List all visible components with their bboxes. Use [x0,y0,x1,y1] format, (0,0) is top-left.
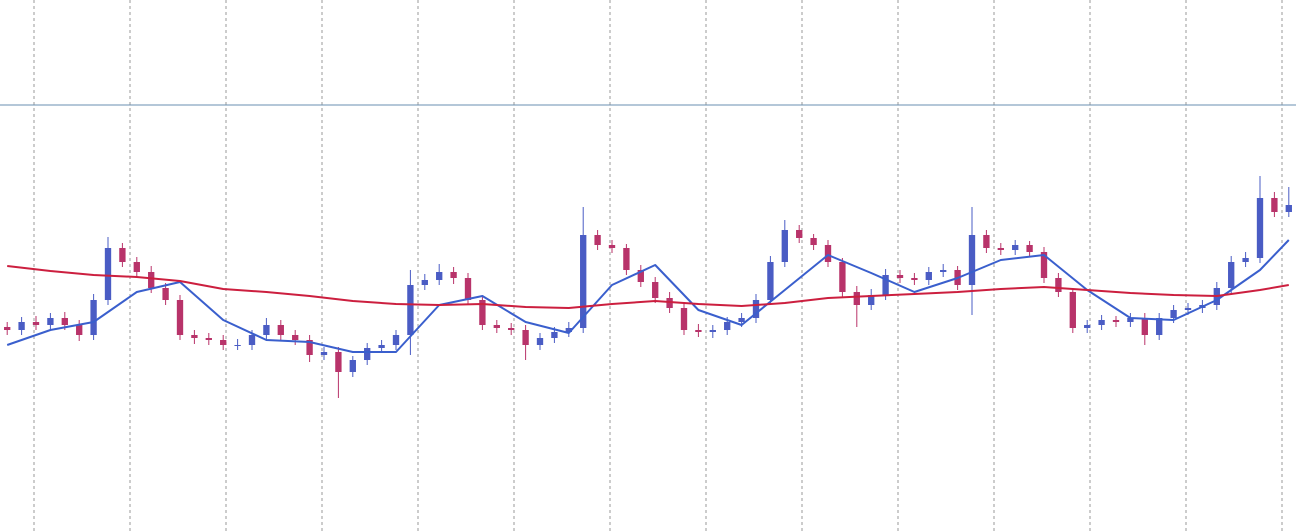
candle-body [1055,278,1062,292]
candle-body [378,345,385,348]
candle-body [522,330,529,345]
candle-body [1012,245,1019,250]
candle-body [608,245,616,248]
candle-body [176,300,184,335]
candle-body [623,248,630,270]
candle-body [47,318,54,325]
candle-body [421,280,428,285]
candle-body [90,300,97,335]
candle-body [104,248,112,300]
candle-body [320,352,328,355]
candle-body [191,335,198,338]
candle-body [493,325,500,328]
candle-body [565,328,572,332]
candle-body [508,328,515,330]
candle-body [335,352,342,372]
candle-body [882,275,889,295]
candle-body [162,288,169,300]
candle-body [248,335,256,345]
candle-body [1026,245,1033,252]
candle-body [61,318,68,325]
candle-body [277,325,284,335]
candle-body [148,272,155,288]
candle-body [940,270,947,272]
candle-body [392,335,400,345]
candle-body [868,295,875,305]
candle-body [407,285,414,335]
candle-body [1242,258,1249,262]
candle-body [76,325,83,335]
candle-body [968,235,976,285]
candle-body [536,338,544,345]
candle-body [652,282,659,298]
candle-body [1112,320,1120,322]
candle-body [32,322,40,325]
candle-body [594,235,601,245]
candle-body [637,270,644,282]
candle-body [4,327,11,330]
candle-body [119,248,126,262]
candle-body [263,325,270,335]
moving-average-line [6,239,1290,353]
candle-body [983,235,990,248]
candle-body [364,348,371,360]
candle-body [997,248,1004,250]
candle-body [695,330,702,332]
candle-body [810,238,817,245]
candle-body [580,235,587,328]
candle-body [1228,262,1235,288]
candle-body [1271,198,1278,212]
candle-body [1156,318,1163,335]
candle-body [1040,252,1048,278]
candle-body [853,292,860,305]
candle-body [767,262,774,300]
candle-body [925,272,932,280]
moving-average-line [7,265,1289,309]
candle-body [234,345,241,346]
candle-body [292,335,299,340]
candle-body [1256,198,1264,258]
candle-body [436,272,443,280]
candle-body [1069,292,1076,328]
candle-body [479,300,486,325]
time-grid [33,0,1283,532]
candle-body [220,340,227,345]
candle-body [1170,310,1177,318]
candle-body [551,332,558,338]
candle-body [911,278,918,280]
candle-body [738,318,745,322]
candle-body [796,230,803,238]
candle-body [18,322,25,330]
candle-body [839,262,846,292]
candle-body [450,272,457,278]
candle-body [896,275,904,278]
candle-body [1141,318,1148,335]
candle-body [1084,325,1091,328]
candle-body [680,308,688,330]
candle-body [205,338,212,340]
candle-body [752,300,760,318]
candle-body [349,360,356,372]
candle-body [709,330,716,332]
candle-body [1127,318,1134,322]
candle-body [133,262,140,272]
candle-body [824,245,832,262]
candle-body [1098,320,1105,325]
candle-body [781,230,788,262]
candle-body [1184,308,1192,310]
candle-body [306,340,313,355]
candle-body [724,322,731,330]
candle-body [1285,205,1292,212]
candle-body [464,278,472,300]
